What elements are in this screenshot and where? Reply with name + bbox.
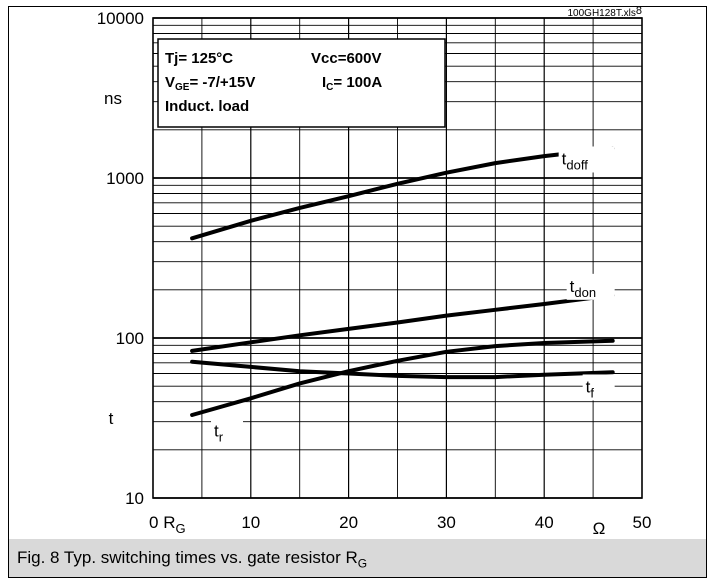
caption-text: Fig. 8 Typ. switching times vs. gate res… xyxy=(17,548,358,567)
x-tick-label: 40 xyxy=(535,513,554,532)
series-line-f xyxy=(190,359,615,380)
series-label-bg-doff xyxy=(558,146,615,173)
series-label-doff: tdoff xyxy=(562,149,589,172)
y-unit-label: ns xyxy=(104,89,122,108)
chart-frame: Tj= 125°C Vcc=600V VGE= -7/+15V IC= 100A… xyxy=(8,6,707,578)
chart-svg: Tj= 125°C Vcc=600V VGE= -7/+15V IC= 100A… xyxy=(97,7,652,538)
series-label-r: tr xyxy=(214,421,224,444)
series-line-don xyxy=(190,293,615,353)
axes: 10000 1000 100 10 ns t 10 20 30 40 50 0 RG Ω 100GH128… xyxy=(97,7,652,538)
series-line-doff xyxy=(190,146,615,241)
caption-sub: G xyxy=(357,556,368,571)
x-tick-label: 20 xyxy=(339,513,358,532)
y-symbol-label: t xyxy=(109,409,114,428)
series-group xyxy=(190,146,615,417)
x-axis-label: 0 RG xyxy=(149,513,186,536)
y-tick-label: 1000 xyxy=(106,169,144,188)
series-label-don: tdon xyxy=(570,277,596,300)
series-labels: tdoff tdon tr tf xyxy=(211,146,615,445)
y-tick-label: 100 xyxy=(116,329,144,348)
x-tick-label: 30 xyxy=(437,513,456,532)
series-label-bg-don xyxy=(566,273,615,300)
info-box-border xyxy=(157,38,446,128)
y-tick-label: 10 xyxy=(125,489,144,508)
series-line-r xyxy=(190,338,615,417)
y-tick-label: 10000 xyxy=(97,9,144,28)
info-ic: IC= 100A xyxy=(322,74,382,93)
info-load: Induct. load xyxy=(165,98,249,115)
info-vge: VGE= -7/+15V xyxy=(165,74,255,93)
info-tj: Tj= 125°C xyxy=(165,50,233,67)
x-unit-label: Ω xyxy=(593,519,606,538)
info-vcc: Vcc=600V xyxy=(311,50,381,67)
x-tick-label: 50 xyxy=(633,513,652,532)
plot-border xyxy=(152,17,643,499)
figure-caption: Fig. 8 Typ. switching times vs. gate res… xyxy=(8,539,707,578)
series-label-f: tf xyxy=(586,377,595,400)
series-label-bg-r xyxy=(211,418,244,445)
x-tick-label: 10 xyxy=(241,513,260,532)
file-tag: 100GH128T.xls8 xyxy=(568,7,643,19)
series-label-bg-f xyxy=(582,374,615,401)
info-box: Tj= 125°C Vcc=600V VGE= -7/+15V IC= 100A… xyxy=(157,38,446,128)
